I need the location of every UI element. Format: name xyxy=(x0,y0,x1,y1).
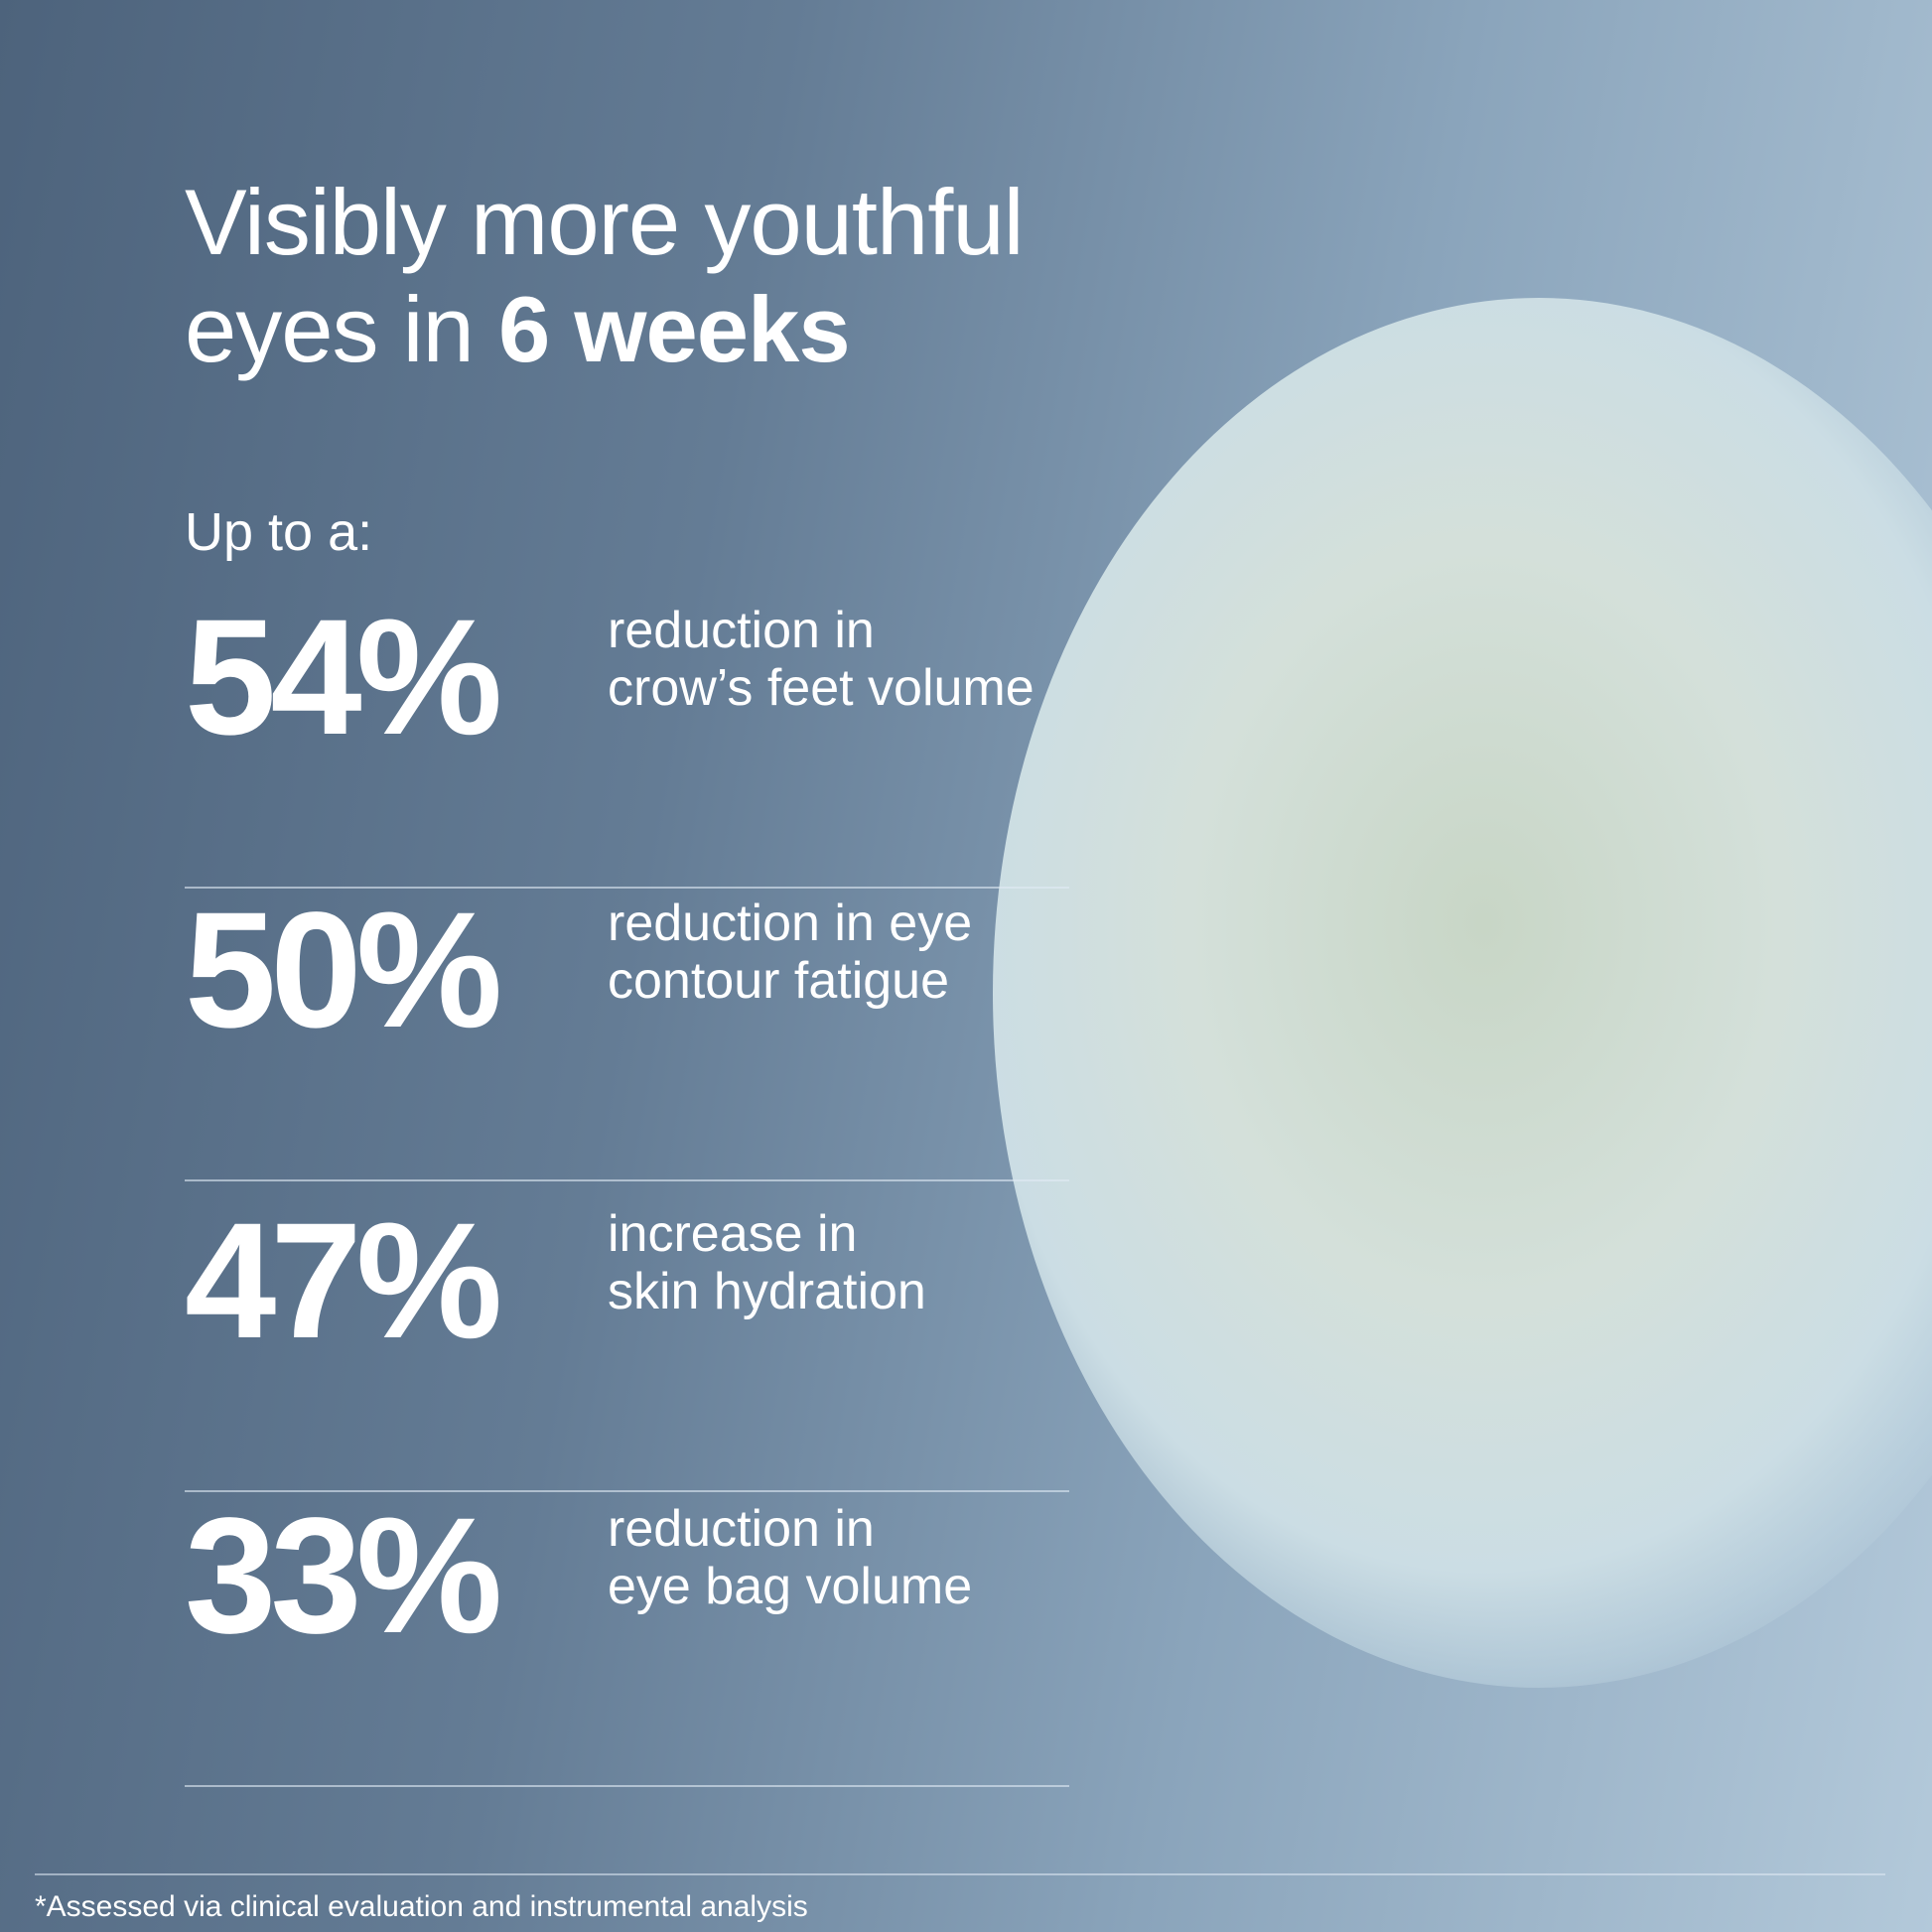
stat-row: 54% reduction in crow’s feet volume xyxy=(185,596,1069,889)
divider xyxy=(35,1873,1885,1875)
stat-value: 33% xyxy=(185,1484,502,1668)
intro: Up to a: xyxy=(185,502,373,562)
description-line: crow’s feet volume xyxy=(608,659,1035,717)
headline: Visibly more youthful eyes in 6 weeks xyxy=(185,169,1177,383)
stat-description: reduction in eye bag volume xyxy=(608,1500,972,1615)
divider xyxy=(185,1785,1069,1787)
divider xyxy=(185,1179,1069,1181)
stat-value: 50% xyxy=(185,879,502,1062)
stat-row: 47% increase in skin hydration xyxy=(185,1199,1069,1492)
stat-description: reduction in eye contour fatigue xyxy=(608,895,972,1010)
description-line: contour fatigue xyxy=(608,952,950,1010)
divider xyxy=(185,887,1069,889)
stat-description: reduction in crow’s feet volume xyxy=(608,602,1035,717)
divider xyxy=(185,1490,1069,1492)
description-line: eye bag volume xyxy=(608,1558,973,1615)
stat-row: 50% reduction in eye contour fatigue xyxy=(185,889,1069,1181)
stat-value: 47% xyxy=(185,1189,502,1373)
stat-value: 54% xyxy=(185,586,502,769)
footnote: *Assessed via clinical evaluation and in… xyxy=(35,1890,808,1923)
stat-row: 33% reduction in eye bag volume xyxy=(185,1494,1069,1787)
description-line: reduction in eye xyxy=(608,895,973,952)
headline-text: Visibly more youthful eyes in xyxy=(185,170,1025,381)
description-line: increase in xyxy=(608,1205,858,1263)
description-line: skin hydration xyxy=(608,1263,926,1320)
description-line: reduction in xyxy=(608,602,875,659)
stat-description: increase in skin hydration xyxy=(608,1205,926,1320)
cream-swatch xyxy=(993,298,1932,1688)
description-line: reduction in xyxy=(608,1500,875,1558)
headline-emphasis: 6 weeks xyxy=(497,277,851,381)
